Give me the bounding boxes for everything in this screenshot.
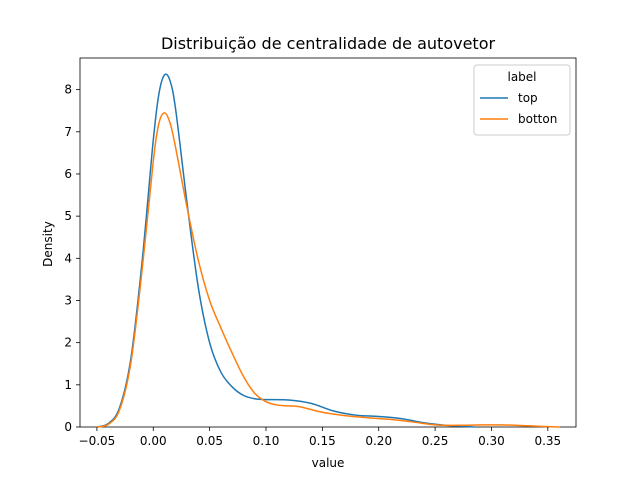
axes-frame [79,57,577,428]
series-line-top [96,73,476,428]
series-layer [96,73,560,428]
legend-title: label [507,70,536,84]
series-line-botton [96,112,560,428]
legend-label-botton: botton [518,112,557,126]
y-tick-label: 6 [64,167,72,181]
y-tick-label: 1 [64,378,72,392]
x-axis-label: value [312,456,345,470]
x-tick-label: −0.05 [79,434,116,448]
y-tick-label: 7 [64,125,72,139]
y-tick-label: 5 [64,209,72,223]
x-tick-label: 0.25 [422,434,449,448]
x-tick-label: 0.20 [365,434,392,448]
plot-area [79,57,577,428]
chart-title: Distribuição de centralidade de autoveto… [161,34,496,53]
y-tick-label: 4 [64,251,72,265]
legend-label-top: top [518,91,538,105]
x-tick-label: 0.00 [140,434,167,448]
y-tick-label: 3 [64,293,72,307]
y-tick-label: 8 [64,83,72,97]
x-axis: −0.05 0.00 0.05 0.10 0.15 0.20 0.25 0.30 0.35 [79,427,561,448]
legend-frame [473,64,571,136]
legend: label top botton [473,64,571,136]
y-tick-label: 2 [64,336,72,350]
y-axis: 0 1 2 3 4 5 6 7 8 [64,83,80,434]
x-tick-label: 0.15 [309,434,336,448]
y-tick-label: 0 [64,420,72,434]
x-tick-label: 0.30 [478,434,505,448]
x-tick-label: 0.35 [534,434,561,448]
x-tick-label: 0.10 [253,434,280,448]
y-axis-label: Density [41,221,55,267]
x-tick-label: 0.05 [196,434,223,448]
